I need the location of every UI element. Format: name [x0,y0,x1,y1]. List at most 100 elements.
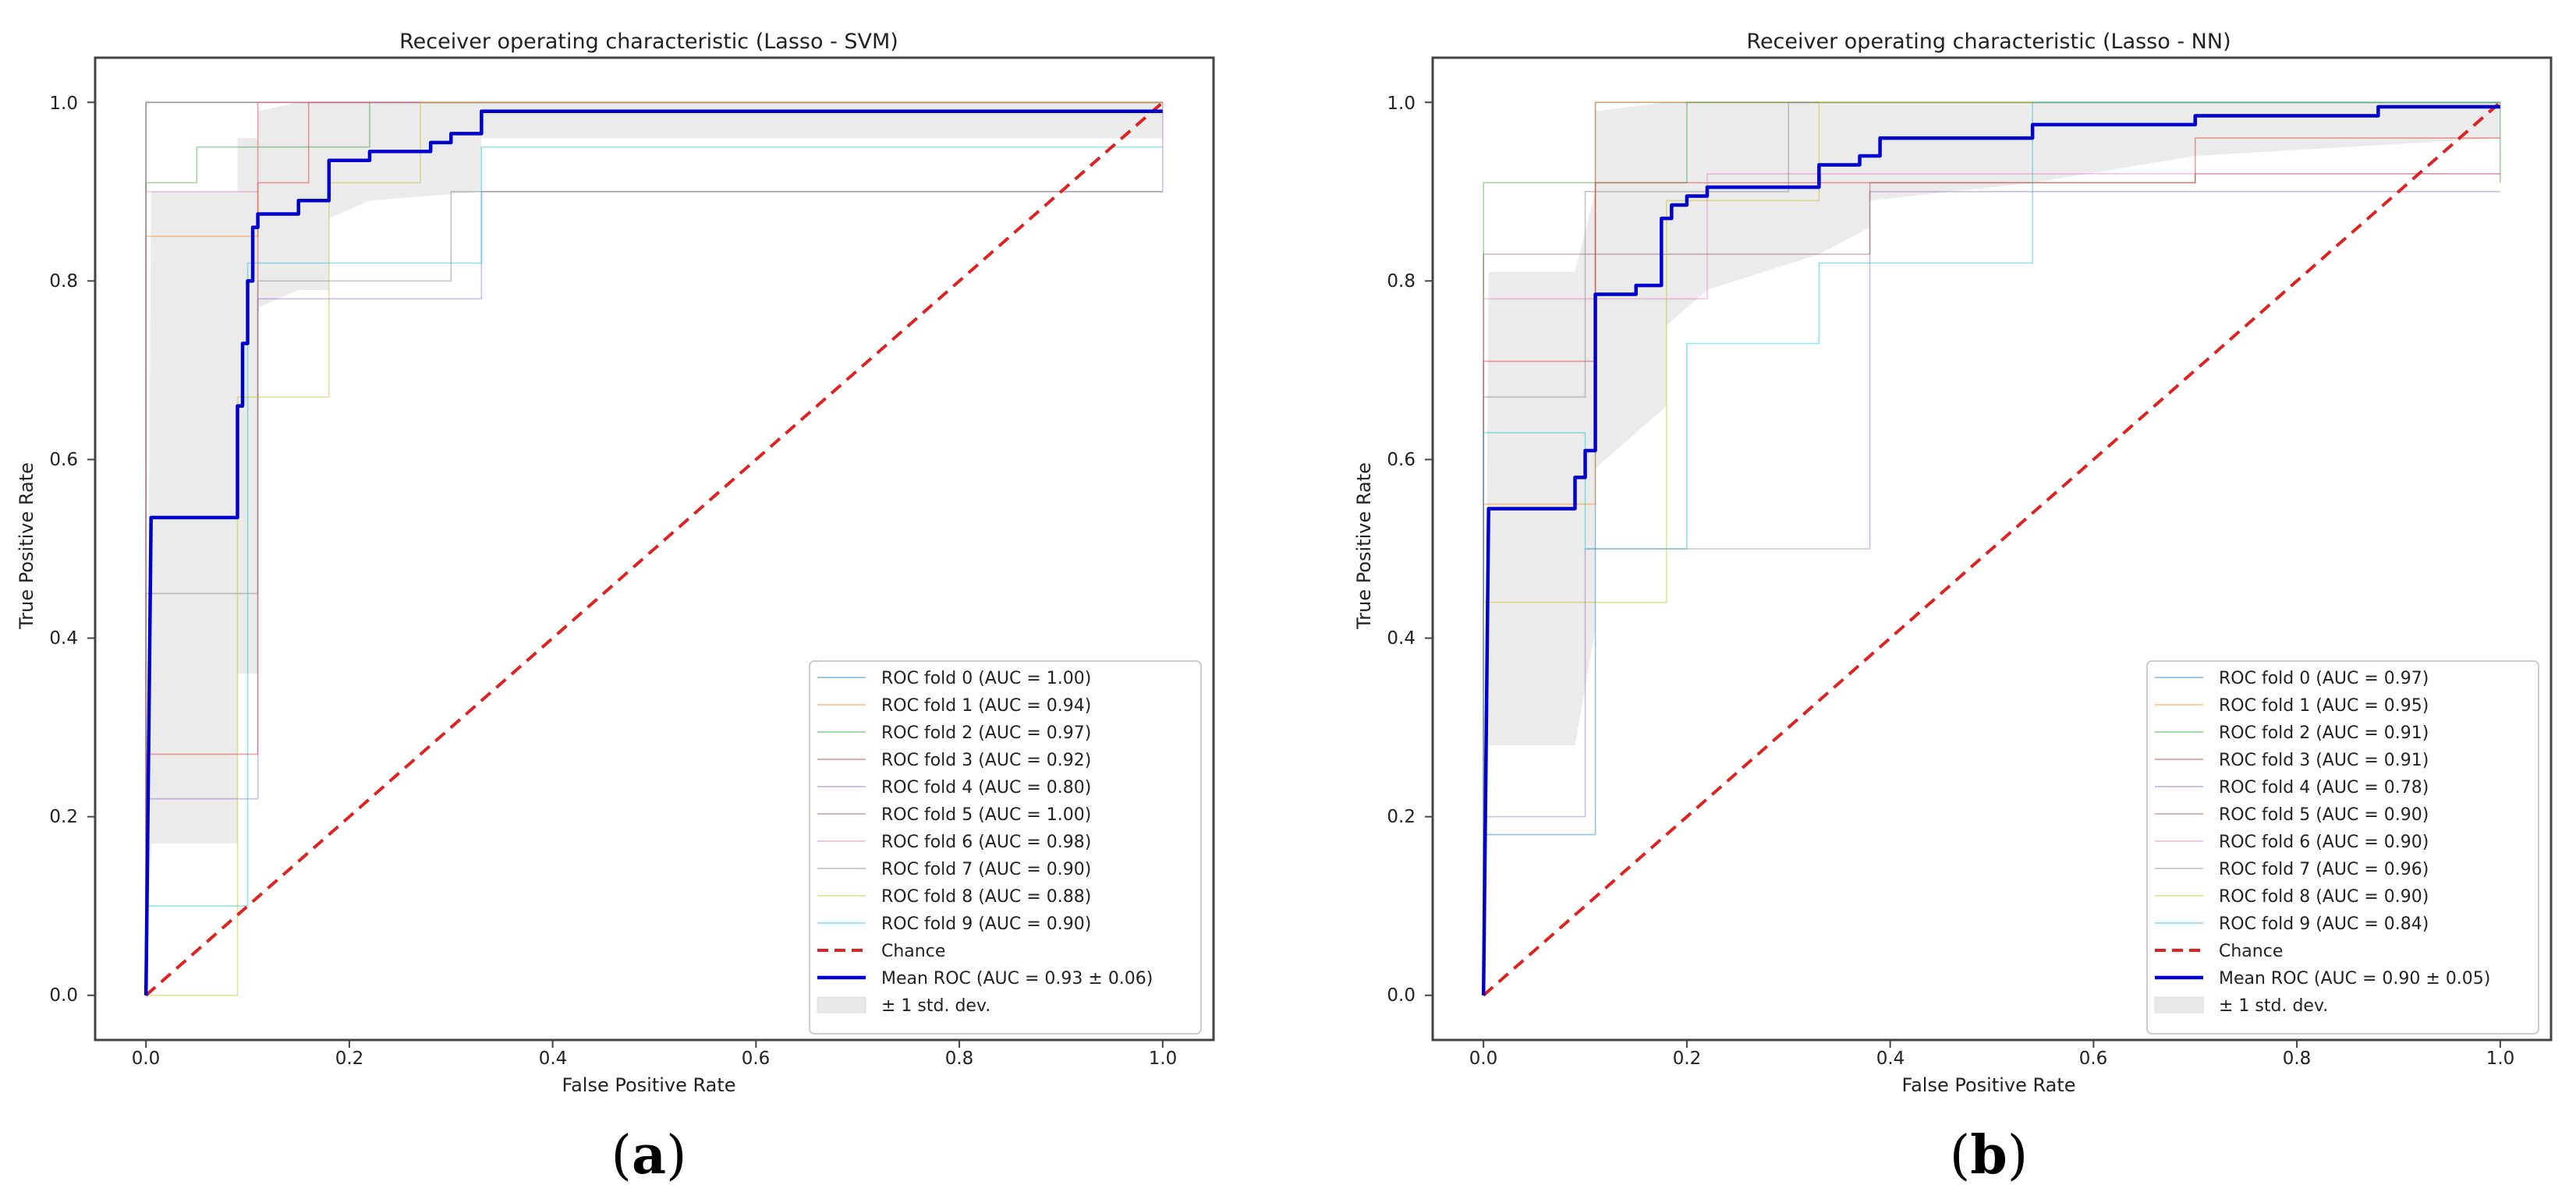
tick-marks [87,101,1164,1048]
panel-b-lasso-nn: Receiver operating characteristic (Lasso… [1353,30,2553,1187]
x-axis-label: False Positive Rate [1901,1074,2075,1096]
legend-entry-fold: ROC fold 1 (AUC = 0.94) [817,696,1091,716]
y-tick-label: 0.8 [1387,271,1416,292]
x-axis-label: False Positive Rate [562,1074,735,1096]
y-tick-label: 0.4 [49,628,78,649]
legend-label: Chance [2219,942,2283,961]
legend-entry-fold: ROC fold 6 (AUC = 0.90) [2155,833,2429,852]
y-tick-labels: 0.0 0.2 0.4 0.6 0.8 1.0 [1387,94,1416,1006]
legend-swatch [817,996,866,1013]
roc-fold-2-line [1483,101,2501,996]
roc-fold-7-line [1483,101,2500,996]
legend: ROC fold 0 (AUC = 1.00) ROC fold 1 (AUC =… [809,660,1202,1035]
legend-label: ROC fold 0 (AUC = 0.97) [2219,669,2429,688]
chart-title: Receiver operating characteristic (Lasso… [1746,30,2231,54]
legend-label: ROC fold 8 (AUC = 0.88) [881,887,1091,907]
legend-entry-fold: ROC fold 9 (AUC = 0.84) [2155,914,2429,934]
y-axis-label: True Positive Rate [1353,462,1375,630]
panel-letter: b [1970,1124,2007,1187]
legend-entry-fold: ROC fold 1 (AUC = 0.95) [2155,696,2429,716]
legend-label: ROC fold 2 (AUC = 0.91) [2219,723,2429,743]
roc-fold-4-line [1483,191,2500,996]
roc-fold-6-line [1483,173,2500,996]
y-tick-label: 1.0 [1387,94,1416,114]
x-tick-label: 0.0 [1469,1049,1498,1069]
legend-label: ROC fold 7 (AUC = 0.90) [881,860,1091,879]
legend-entry-chance: Chance [817,942,945,961]
x-tick-label: 0.6 [742,1049,771,1069]
chance-line [1482,101,2502,997]
legend-entry-fold: ROC fold 5 (AUC = 1.00) [817,805,1091,825]
legend-entry-fold: ROC fold 2 (AUC = 0.97) [817,723,1091,743]
legend-entry-band: ± 1 std. dev. [817,996,990,1016]
roc-fold-4-line [145,102,1164,996]
plot-area [144,101,1164,997]
roc-fold-3-line [145,101,1163,996]
roc-fold-0-line [145,101,1163,996]
x-tick-label: 1.0 [1149,1049,1178,1069]
legend-entry-mean: Mean ROC (AUC = 0.90 ± 0.05) [2155,969,2490,989]
legend-entry-band: ± 1 std. dev. [2154,996,2328,1016]
roc-fold-6-line [145,101,1163,996]
roc-fold-2-line [145,101,1163,996]
x-tick-label: 1.0 [2486,1049,2515,1069]
y-tick-label: 0.8 [49,271,78,292]
legend-entry-fold: ROC fold 4 (AUC = 0.78) [2155,778,2429,798]
roc-fold-7-line [145,191,1163,996]
axes-frame [1431,56,2553,1042]
roc-fold-1-line [145,101,1163,996]
std-dev-band [146,102,1163,996]
legend-label: ROC fold 2 (AUC = 0.97) [881,723,1091,743]
legend-label: ROC fold 0 (AUC = 1.00) [881,669,1091,688]
legend-entry-fold: ROC fold 9 (AUC = 0.90) [817,914,1091,934]
legend-label: ROC fold 1 (AUC = 0.94) [881,696,1091,716]
legend-label: Chance [881,942,945,961]
panel-caption: (a) [611,1124,686,1187]
legend-label: ROC fold 3 (AUC = 0.91) [2219,751,2429,770]
legend-label: ROC fold 9 (AUC = 0.90) [881,914,1091,934]
roc-fold-9-line [1483,101,2500,996]
y-axis-label: True Positive Rate [16,462,37,630]
y-tick-label: 0.2 [1387,807,1416,827]
panel-a-lasso-svm: Receiver operating characteristic (Lasso… [16,30,1215,1187]
legend-entry-fold: ROC fold 8 (AUC = 0.90) [2155,887,2429,907]
legend-box [2146,660,2539,1035]
legend-label: ROC fold 9 (AUC = 0.84) [2219,914,2429,934]
legend-box [809,660,1202,1035]
panel-caption: (b) [1950,1124,2029,1187]
legend-entry-fold: ROC fold 4 (AUC = 0.80) [817,778,1091,798]
legend-entry-fold: ROC fold 6 (AUC = 0.98) [817,833,1091,852]
y-tick-label: 0.6 [49,450,78,470]
chart-title: Receiver operating characteristic (Lasso… [399,30,898,54]
roc-fold-8-line [146,101,1163,996]
legend-entry-fold: ROC fold 3 (AUC = 0.91) [2155,751,2429,770]
y-tick-label: 0.0 [1387,985,1416,1006]
x-tick-label: 0.6 [2079,1049,2108,1069]
x-tick-label: 0.2 [1673,1049,1702,1069]
legend-label: ROC fold 8 (AUC = 0.90) [2219,887,2429,907]
legend-entry-chance: Chance [2155,942,2283,961]
roc-fold-5-line [145,101,1163,996]
legend-entry-fold: ROC fold 0 (AUC = 1.00) [817,669,1091,688]
x-tick-labels: 0.0 0.2 0.4 0.6 0.8 1.0 [132,1049,1178,1069]
legend-entry-fold: ROC fold 5 (AUC = 0.90) [2155,805,2429,825]
x-tick-label: 0.2 [335,1049,364,1069]
x-tick-label: 0.0 [132,1049,161,1069]
legend-label: Mean ROC (AUC = 0.93 ± 0.06) [881,969,1153,989]
y-tick-label: 0.6 [1387,450,1416,470]
y-tick-labels: 0.0 0.2 0.4 0.6 0.8 1.0 [49,94,78,1006]
panel-letter: a [632,1124,666,1187]
roc-fold-3-line [1483,137,2500,996]
legend-label: ± 1 std. dev. [881,996,990,1016]
legend-entry-fold: ROC fold 0 (AUC = 0.97) [2155,669,2429,688]
x-tick-labels: 0.0 0.2 0.4 0.6 0.8 1.0 [1469,1049,2515,1069]
legend-label: ROC fold 6 (AUC = 0.90) [2219,833,2429,852]
legend-label: Mean ROC (AUC = 0.90 ± 0.05) [2219,969,2490,989]
y-tick-label: 0.4 [1387,628,1416,649]
legend-label: ROC fold 5 (AUC = 1.00) [881,805,1091,825]
mean-roc-line [1481,104,2500,996]
tick-marks [1425,101,2501,1048]
legend-label: ROC fold 3 (AUC = 0.92) [881,751,1091,770]
roc-fold-8-line [1483,101,2500,996]
y-tick-label: 0.0 [49,985,78,1006]
